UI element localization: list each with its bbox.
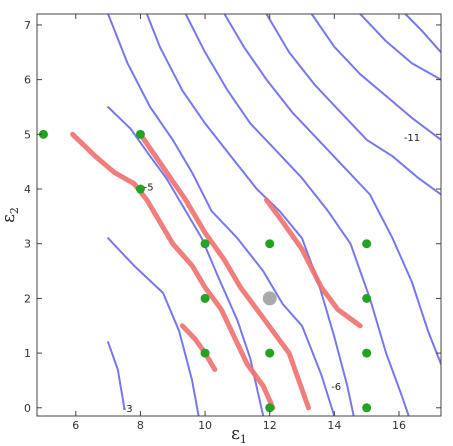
data-point [200,348,210,358]
center-point [262,291,277,306]
highlight-curve [70,131,276,411]
plot-frame [36,13,442,417]
y-axis-ticks: 0 1 2 3 4 5 6 7 [24,19,441,415]
contour-line [184,14,410,416]
y-tick-label: 3 [24,238,31,251]
data-point [265,403,275,413]
y-tick-label: 4 [24,183,31,196]
x-axis-label: ε1 [231,424,247,446]
contour-value-label: -5 [144,182,154,193]
x-tick-label: 16 [392,419,406,432]
contour-line [265,14,441,196]
y-tick-label: 7 [24,19,31,32]
contour-line [107,237,200,416]
data-point [362,403,372,413]
x-tick-label: 12 [263,419,277,432]
y-axis-label-sub: 2 [8,207,21,214]
x-axis-label-sub: 1 [240,433,247,446]
x-tick-label: 8 [137,419,144,432]
data-point [362,293,372,303]
data-point [265,239,275,249]
x-tick-label: 6 [72,419,79,432]
y-tick-label: 6 [24,74,31,87]
y-tick-label: 5 [24,128,31,141]
data-point [200,293,210,303]
contour-value-label: -6 [331,382,341,393]
data-point [135,184,145,194]
contour-line [404,14,441,54]
x-tick-label: 10 [198,419,212,432]
data-point [200,239,210,249]
x-tick-label: 14 [327,419,341,432]
contour-line [359,14,441,81]
contour-line [107,106,265,416]
highlight-curve [179,323,218,372]
highlight-curves-layer [70,131,363,411]
contour-value-label: -11 [404,133,420,144]
data-point [362,348,372,358]
x-axis-label-main: ε [231,424,240,444]
contour-line [223,14,441,365]
contour-line [310,14,441,141]
data-point [265,348,275,358]
y-tick-label: 2 [24,292,31,305]
contour-line [107,14,336,416]
data-point [135,129,145,139]
data-point [38,129,48,139]
y-tick-label: 0 [24,402,31,415]
y-tick-label: 1 [24,347,31,360]
contour-labels-layer: -3 -5 -6 -11 [123,133,421,415]
contour-value-label: -3 [123,404,133,415]
contour-line [107,341,126,409]
x-axis-ticks: 6 8 10 12 14 16 [72,14,406,432]
y-axis-label-main: ε [0,214,19,223]
y-axis-label: ε2 [0,207,21,223]
grid-points-layer [38,129,372,413]
data-point [362,239,372,249]
highlight-curve [137,131,311,411]
highlight-curve [264,197,363,329]
